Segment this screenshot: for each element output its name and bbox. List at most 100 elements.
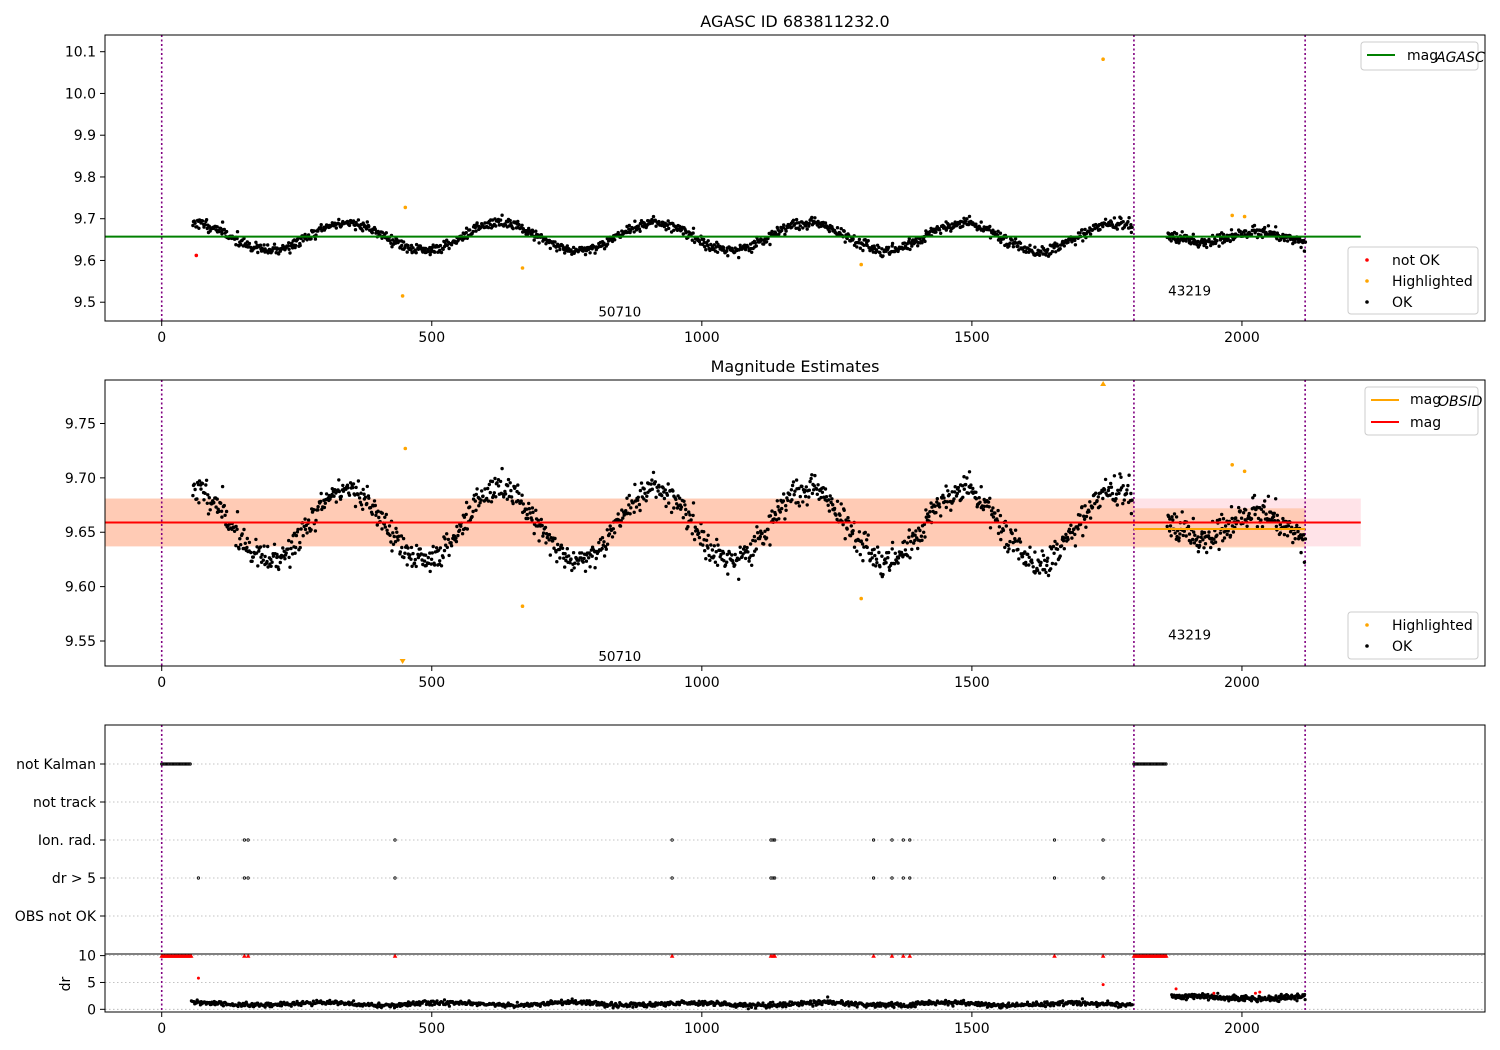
ok-point (305, 531, 309, 535)
ok-point (1247, 511, 1251, 516)
ok-point (839, 227, 843, 231)
ok-point (373, 503, 377, 508)
ok-point (1083, 504, 1087, 508)
dr-clipped-marker (392, 953, 398, 958)
ok-point (303, 517, 307, 521)
ok-point (449, 243, 454, 247)
ok-point (922, 522, 927, 527)
ok-point (702, 530, 706, 534)
ok-point (1129, 511, 1134, 516)
ok-point (747, 559, 751, 563)
dr-red-point (1174, 987, 1178, 991)
ok-point (1249, 517, 1254, 521)
ok-point (937, 502, 941, 506)
ok-point (590, 247, 594, 251)
ok-point (743, 556, 748, 561)
ok-point (432, 250, 437, 254)
ok-point (1285, 534, 1290, 538)
ok-point (1213, 540, 1218, 544)
ok-point (438, 546, 443, 550)
ok-point (383, 515, 387, 519)
ok-point (316, 505, 320, 509)
ok-point (548, 553, 552, 557)
dr-point (1057, 1003, 1061, 1007)
ok-point (843, 537, 847, 541)
agasc-panel-title: AGASC ID 683811232.0 (700, 12, 889, 31)
ok-point (844, 518, 848, 522)
ok-point (1013, 241, 1017, 245)
ok-point (991, 506, 995, 510)
ok-point (726, 254, 730, 258)
ok-point (913, 538, 917, 543)
ok-point (798, 494, 802, 499)
ok-point (1299, 550, 1303, 555)
highlighted-point (1242, 469, 1247, 474)
ok-point (1282, 238, 1287, 243)
ok-point (748, 542, 753, 546)
ok-point (910, 547, 914, 551)
ok-point (964, 482, 968, 487)
ok-point (516, 219, 520, 224)
ok-point (827, 509, 832, 513)
ok-point (256, 564, 260, 568)
ok-point (505, 497, 509, 501)
ok-point (517, 222, 521, 227)
ok-point (222, 227, 226, 232)
ok-point (1080, 228, 1084, 232)
ok-point (301, 239, 305, 243)
ok-point (441, 247, 445, 251)
ok-point (516, 499, 520, 503)
ok-point (347, 223, 352, 228)
ok-point (1016, 547, 1020, 552)
ok-point (798, 224, 802, 228)
ok-point (309, 528, 313, 532)
ok-point (1033, 245, 1037, 249)
ok-point (664, 504, 668, 509)
ok-point (500, 466, 504, 471)
dr-point (1274, 994, 1278, 998)
ok-point (667, 501, 671, 505)
ok-point (447, 553, 451, 558)
ok-point (784, 504, 788, 508)
ok-point (271, 554, 276, 558)
ok-point (650, 487, 654, 491)
ok-point (714, 550, 718, 554)
ok-point (1006, 550, 1010, 554)
ok-point (384, 231, 388, 235)
p2-ytick-label: 9.60 (65, 580, 96, 596)
ok-point (681, 232, 685, 236)
flag-marker (771, 876, 775, 880)
ok-point (1263, 499, 1267, 503)
ok-point (1013, 537, 1017, 541)
ok-point (580, 245, 584, 250)
ok-point (520, 223, 524, 227)
ok-point (653, 480, 657, 484)
ok-point (613, 238, 617, 242)
ok-point (475, 221, 479, 225)
ok-point (1272, 230, 1277, 234)
ok-point (1004, 524, 1008, 528)
ok-point (725, 560, 729, 564)
ok-point (722, 559, 726, 563)
ok-point (961, 224, 965, 228)
dr-xtick-label: 0 (157, 1021, 166, 1037)
ok-point (967, 470, 972, 474)
ok-point (323, 501, 327, 505)
ok-point (1212, 537, 1216, 541)
flag-marker (1101, 838, 1105, 842)
p1-xtick-label: 1500 (954, 330, 990, 346)
ok-point (203, 491, 207, 495)
ok-point (275, 555, 279, 560)
ok-point (1041, 553, 1046, 558)
flag-marker (890, 876, 894, 880)
ok-point (737, 557, 741, 561)
ok-point (662, 496, 667, 501)
ok-point (855, 549, 859, 553)
ok-point (1281, 516, 1285, 521)
ok-point (1221, 232, 1226, 237)
ok-point (1088, 516, 1093, 520)
ok-point (1008, 241, 1012, 245)
dr-point (997, 1003, 1001, 1007)
ok-point (1182, 529, 1187, 533)
dr-ytick-label: 0 (87, 1002, 96, 1018)
